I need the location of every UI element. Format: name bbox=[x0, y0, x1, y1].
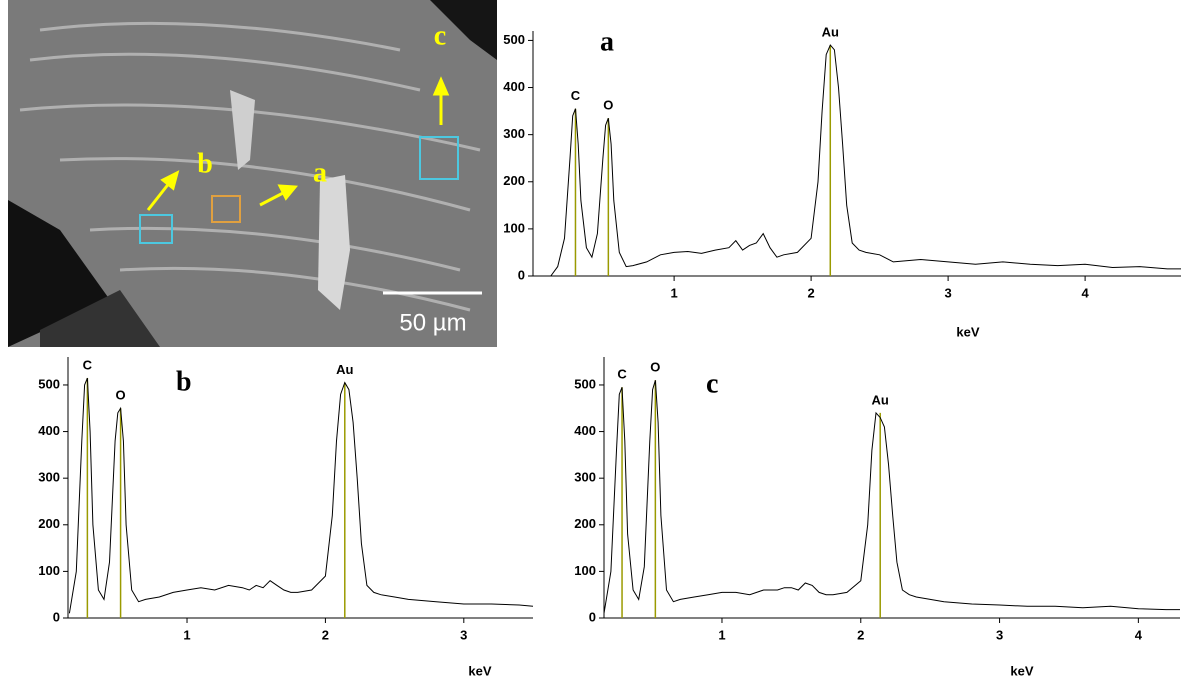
spectrum-line bbox=[550, 44, 1181, 277]
x-tick-label: 3 bbox=[944, 285, 951, 300]
element-label: Au bbox=[872, 392, 889, 407]
sem-dark-region bbox=[430, 0, 497, 60]
sem-image: a b c 50 µm bbox=[8, 0, 497, 347]
x-axis-label: keV bbox=[956, 324, 979, 339]
y-tick-label: 500 bbox=[38, 376, 60, 391]
sem-label: a bbox=[313, 157, 327, 188]
spectrum-panel: 0 100 200 300 400 500 1 2 3 4 C O Au a keV bbox=[503, 25, 1181, 339]
y-tick-label: 500 bbox=[574, 376, 596, 391]
y-tick-label: 0 bbox=[53, 609, 60, 624]
sem-label: b bbox=[197, 148, 213, 179]
x-tick-label: 4 bbox=[1135, 627, 1143, 642]
y-tick-label: 300 bbox=[574, 470, 596, 485]
x-tick-label: 2 bbox=[857, 627, 864, 642]
panel-label: b bbox=[176, 366, 192, 397]
y-tick-label: 200 bbox=[38, 516, 60, 531]
x-tick-label: 3 bbox=[460, 627, 467, 642]
spot-c bbox=[419, 136, 459, 180]
x-tick-label: 3 bbox=[996, 627, 1003, 642]
sem-dark-region bbox=[40, 290, 160, 347]
element-label: C bbox=[571, 88, 581, 103]
element-label: C bbox=[83, 357, 93, 372]
x-tick-label: 4 bbox=[1081, 285, 1089, 300]
sem-arrows bbox=[146, 76, 450, 211]
y-tick-label: 500 bbox=[503, 32, 525, 47]
element-label: O bbox=[116, 388, 126, 403]
spectrum-line bbox=[68, 377, 534, 614]
sem-label: c bbox=[434, 20, 446, 51]
x-axis-label: keV bbox=[468, 663, 491, 678]
x-tick-label: 2 bbox=[807, 285, 814, 300]
panel-label: c bbox=[706, 368, 718, 399]
sem-flake bbox=[230, 90, 255, 170]
y-tick-label: 400 bbox=[503, 79, 525, 94]
y-tick-label: 0 bbox=[589, 609, 596, 624]
spot-a bbox=[211, 195, 241, 223]
spectrum-line bbox=[603, 380, 1180, 614]
y-tick-label: 300 bbox=[38, 470, 60, 485]
x-tick-label: 1 bbox=[183, 627, 190, 642]
element-label: O bbox=[603, 98, 613, 113]
panel-label: a bbox=[600, 26, 614, 57]
element-label: O bbox=[650, 360, 660, 375]
x-tick-label: 1 bbox=[670, 285, 677, 300]
spot-b bbox=[139, 214, 173, 244]
y-tick-label: 300 bbox=[503, 126, 525, 141]
spectrum-panel: 0 100 200 300 400 500 1 2 3 4 C O Au c keV bbox=[574, 357, 1180, 678]
y-tick-label: 100 bbox=[38, 563, 60, 578]
spectrum-panel: 0 100 200 300 400 500 1 2 3 C O Au b keV bbox=[38, 357, 534, 678]
x-tick-label: 2 bbox=[322, 627, 329, 642]
element-label: Au bbox=[822, 25, 839, 40]
sem-flake bbox=[318, 175, 350, 310]
y-tick-label: 400 bbox=[574, 423, 596, 438]
element-label: C bbox=[617, 367, 627, 382]
x-tick-label: 1 bbox=[718, 627, 725, 642]
y-tick-label: 100 bbox=[574, 563, 596, 578]
x-axis-label: keV bbox=[1010, 663, 1033, 678]
y-tick-label: 400 bbox=[38, 423, 60, 438]
y-tick-label: 200 bbox=[574, 516, 596, 531]
element-label: Au bbox=[336, 362, 353, 377]
scale-bar-label: 50 µm bbox=[399, 309, 466, 336]
y-tick-label: 200 bbox=[503, 173, 525, 188]
y-tick-label: 0 bbox=[518, 267, 525, 282]
y-tick-label: 100 bbox=[503, 220, 525, 235]
